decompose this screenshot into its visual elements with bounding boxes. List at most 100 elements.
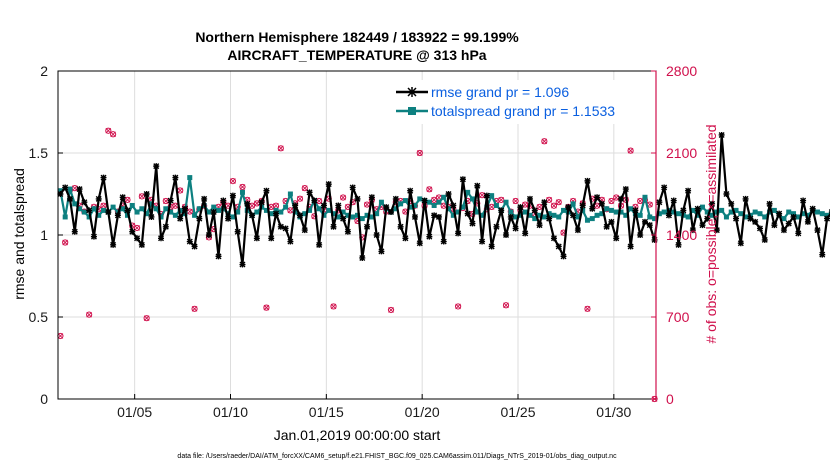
- spread-point: [278, 209, 284, 215]
- y-tick-label: 2: [40, 63, 48, 79]
- spread-point: [608, 207, 614, 213]
- spread-point: [354, 212, 360, 218]
- spread-point: [77, 206, 83, 212]
- rmse-point: [747, 215, 754, 222]
- spread-point: [436, 199, 442, 205]
- spread-point: [316, 206, 322, 212]
- spread-point: [527, 212, 533, 218]
- obs-assimilated-marker: [301, 185, 308, 191]
- spread-point: [723, 214, 729, 220]
- spread-point: [230, 214, 236, 220]
- spread-point: [110, 204, 116, 210]
- spread-point: [791, 211, 797, 217]
- rmse-point: [191, 243, 198, 250]
- spread-point: [287, 191, 293, 197]
- spread-point: [359, 216, 365, 222]
- obs-possible-marker: [387, 306, 395, 314]
- spread-point: [412, 202, 418, 208]
- rmse-point: [349, 184, 356, 191]
- y-tick-label: 1: [40, 227, 48, 243]
- rmse-point: [263, 187, 270, 194]
- obs-possible-marker: [143, 315, 150, 322]
- obs-assimilated-marker: [330, 303, 337, 310]
- rmse-point: [234, 228, 241, 235]
- spread-point: [307, 207, 313, 213]
- spread-point: [168, 209, 174, 215]
- spread-point: [407, 204, 413, 210]
- spread-point: [72, 201, 78, 207]
- rmse-point: [292, 202, 299, 209]
- spread-point: [129, 202, 135, 208]
- obs-assimilated-marker: [105, 127, 112, 134]
- spread-point: [728, 209, 734, 215]
- spread-point: [479, 212, 485, 218]
- spread-point: [589, 216, 595, 222]
- spread-point: [67, 186, 73, 192]
- rmse-point: [392, 195, 399, 202]
- rmse-point: [450, 202, 457, 209]
- rmse-point: [335, 202, 342, 209]
- spread-point: [537, 212, 543, 218]
- x-tick-label: 01/20: [405, 404, 440, 420]
- rmse-point: [709, 200, 716, 207]
- obs-possible-marker: [263, 304, 270, 311]
- spread-point: [378, 199, 384, 205]
- rmse-point: [90, 233, 97, 240]
- rmse-point: [733, 215, 740, 222]
- spread-point: [819, 211, 825, 217]
- rmse-point: [225, 215, 232, 222]
- spread-point: [671, 209, 677, 215]
- rmse-point: [570, 212, 577, 219]
- rmse-point: [201, 195, 208, 202]
- x-tick-label: 01/05: [117, 404, 152, 420]
- rmse-point: [704, 215, 711, 222]
- data-file-footer: data file: /Users/raeder/DAI/ATM_forcXX/…: [177, 453, 617, 460]
- rmse-point: [388, 209, 395, 216]
- spread-point: [345, 212, 351, 218]
- rmse-point: [95, 195, 102, 202]
- obs-assimilated-marker: [455, 303, 461, 310]
- rmse-point: [407, 187, 414, 194]
- spread-point: [584, 217, 590, 223]
- obs-assimilated-marker: [340, 194, 346, 201]
- spread-point: [469, 196, 475, 202]
- rmse-point: [258, 199, 265, 206]
- rmse-point: [244, 200, 251, 207]
- legend-spread-label: totalspread grand pr = 1.1533: [431, 103, 615, 119]
- obs-possible-marker: [541, 138, 548, 145]
- spread-point: [575, 214, 581, 220]
- spread-point: [321, 212, 327, 218]
- obs-assimilated-marker: [172, 202, 179, 209]
- rmse-point: [670, 197, 677, 204]
- spread-point: [618, 209, 624, 215]
- rmse-point: [795, 230, 802, 237]
- spread-point: [446, 206, 452, 212]
- rmse-point: [287, 238, 294, 245]
- rmse-point: [536, 222, 543, 229]
- rmse-point: [268, 235, 275, 242]
- rmse-point: [105, 209, 112, 216]
- spread-point: [599, 211, 605, 217]
- rmse-point: [603, 223, 610, 230]
- rmse-point: [316, 241, 323, 248]
- y-right-tick-label: 2100: [666, 145, 697, 161]
- rmse-point: [479, 238, 486, 245]
- obs-possible-marker: [110, 131, 117, 138]
- obs-possible-marker: [191, 305, 198, 312]
- obs-assimilated-marker: [100, 202, 107, 209]
- obs-possible-marker: [455, 303, 462, 310]
- obs-assimilated-marker: [287, 207, 294, 214]
- spread-point: [652, 216, 658, 222]
- spread-point: [120, 206, 126, 212]
- rmse-point: [771, 222, 778, 229]
- rmse-point: [378, 248, 385, 255]
- spread-point: [254, 209, 260, 215]
- rmse-point: [239, 261, 246, 268]
- spread-point: [556, 214, 562, 220]
- obs-assimilated-marker: [230, 178, 236, 184]
- spread-point: [340, 209, 346, 215]
- obs-assimilated-marker: [191, 305, 198, 312]
- rmse-point: [522, 230, 529, 237]
- y-right-tick-label: 1400: [666, 227, 697, 243]
- rmse-point: [320, 202, 327, 209]
